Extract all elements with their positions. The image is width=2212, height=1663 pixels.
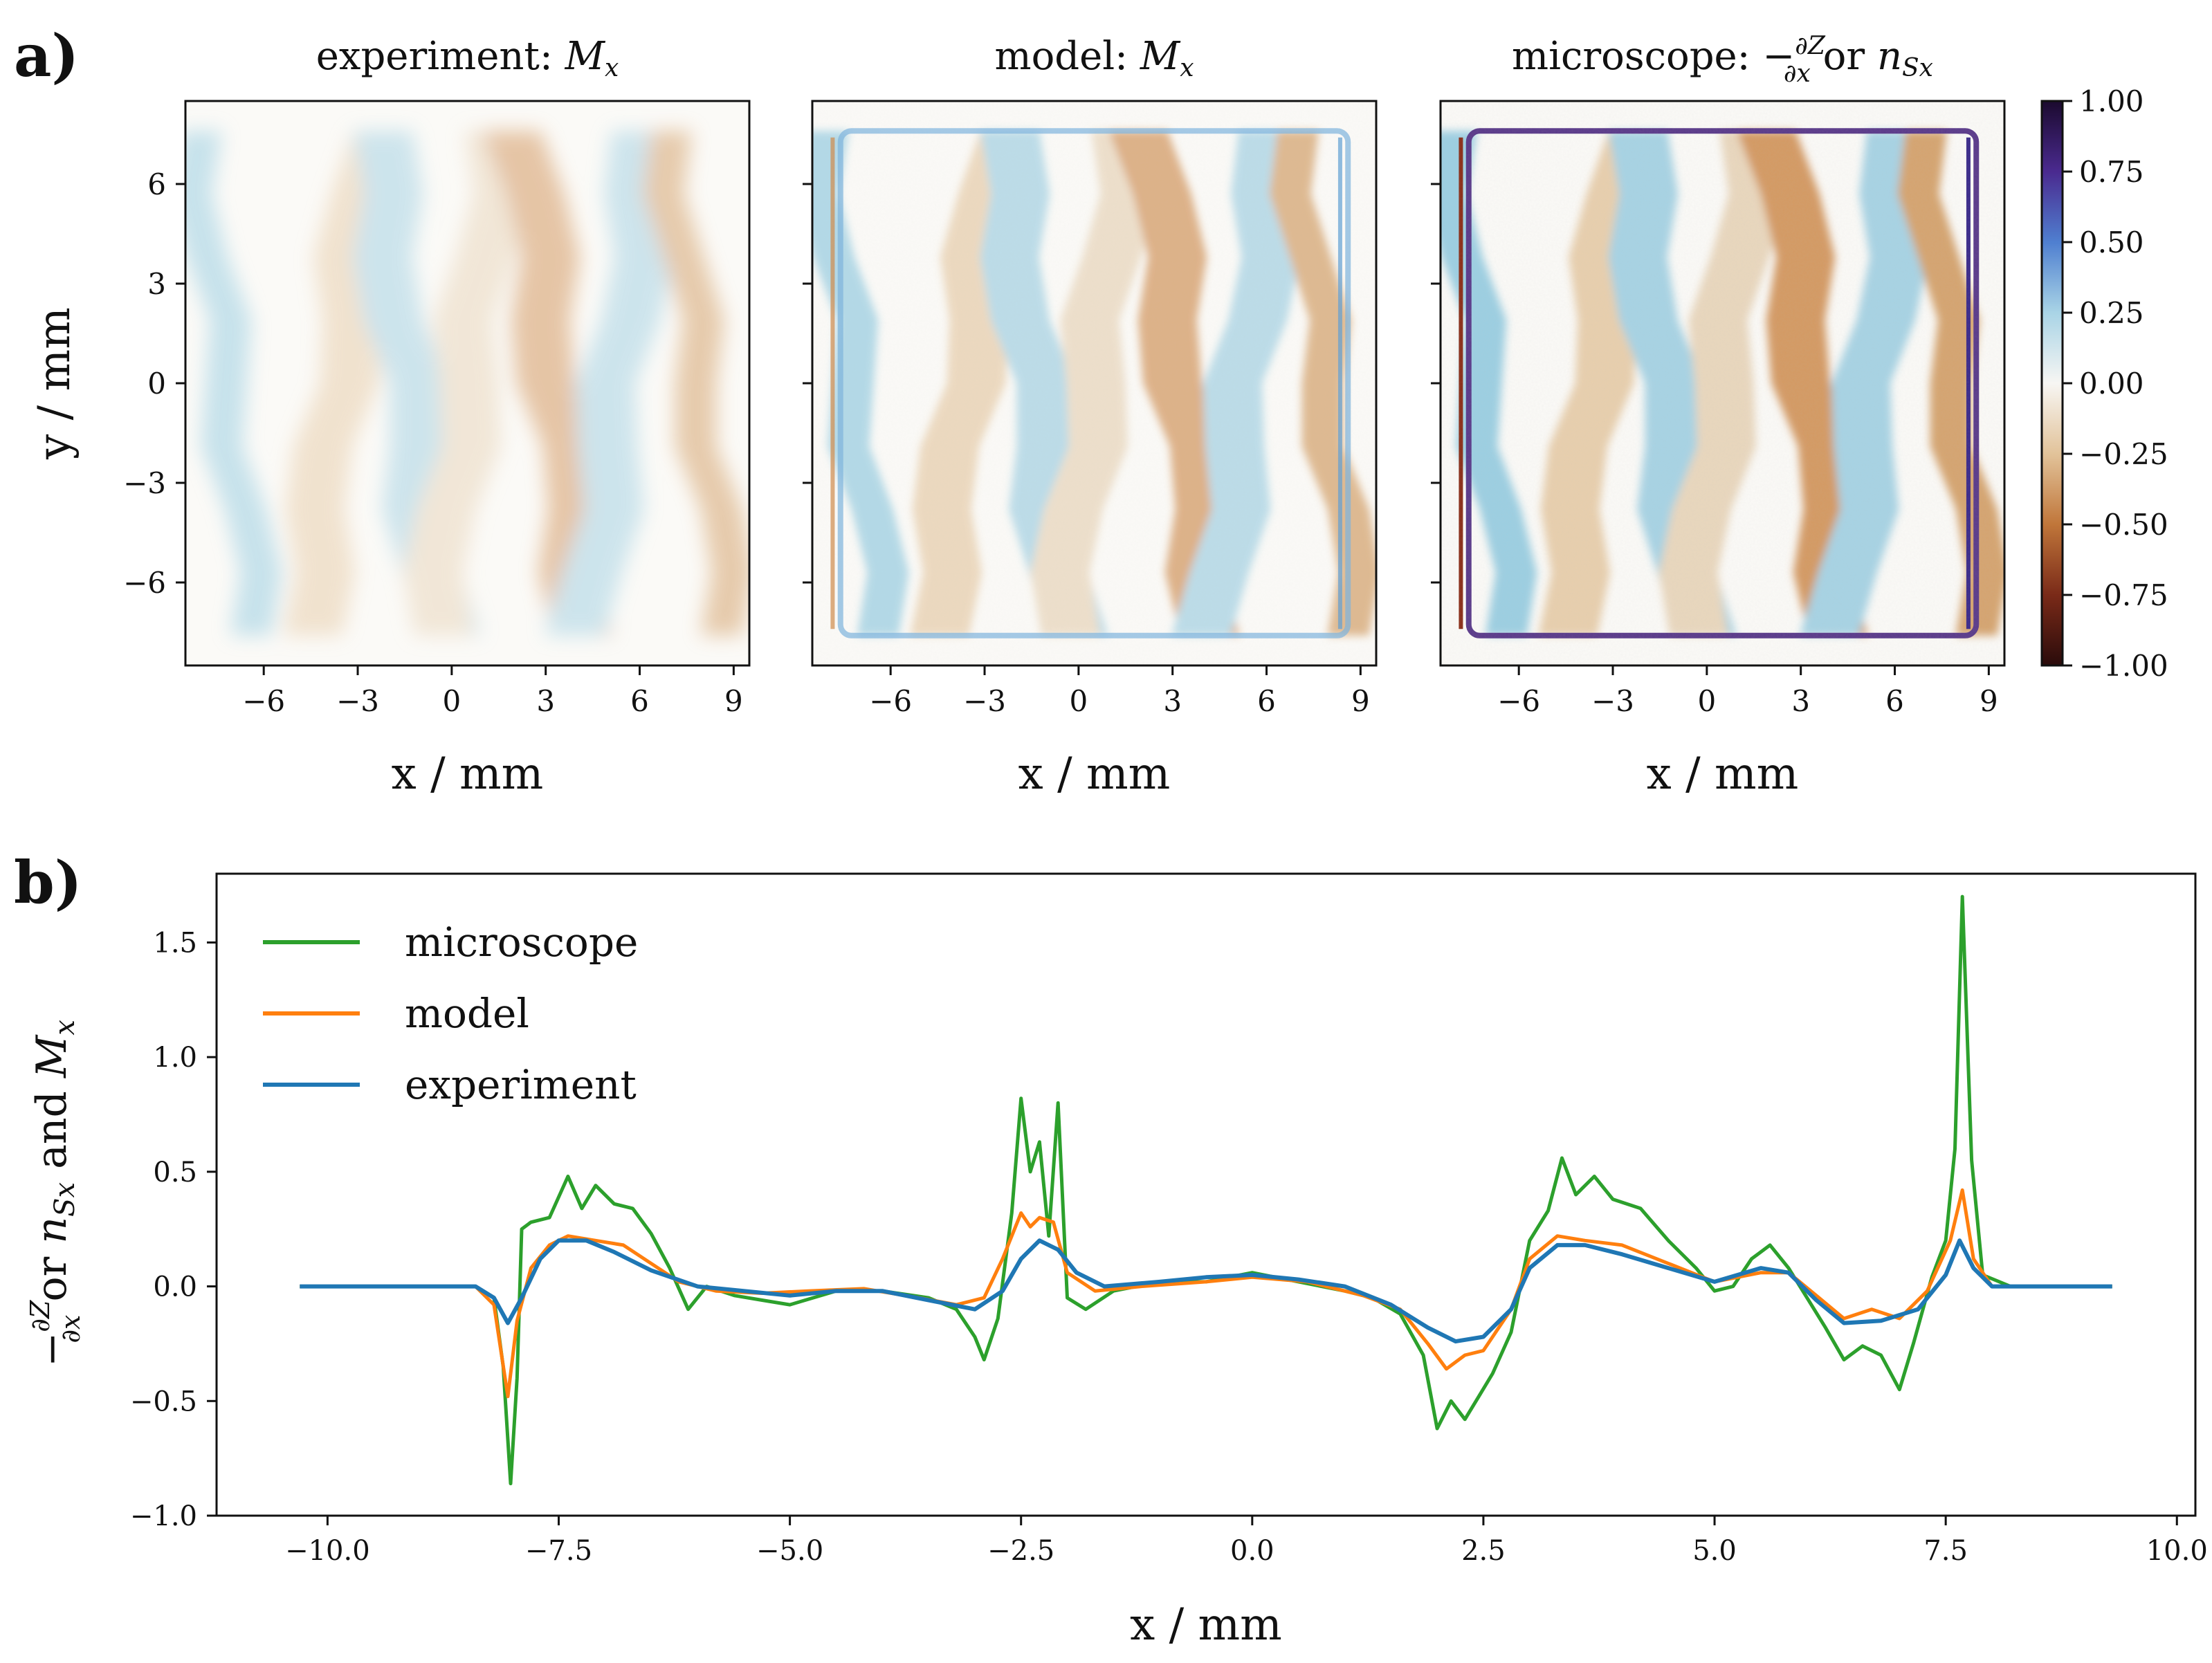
heatmap-xtick-label: −3	[963, 684, 1006, 718]
heatmap-xtick-label: 6	[1257, 684, 1276, 718]
heatmap-xtick-label: 9	[1351, 684, 1370, 718]
colorbar-gradient	[2040, 100, 2064, 667]
colorbar-tick-label: −0.50	[2079, 508, 2168, 542]
heatmap-xtick-label: −3	[1591, 684, 1634, 718]
heatmap-xtick-label: −6	[1497, 684, 1540, 718]
heatmap-xtick-label: −3	[336, 684, 379, 718]
heatmap-panels: experiment: Mx −6 −3 0 3 6 9 6 3 0 −3 −6 x / mm y / m…	[29, 32, 2006, 800]
line-plot-ytick-label: 1.0	[153, 1042, 197, 1074]
line-plot-xtick-label: 0.0	[1230, 1535, 1274, 1567]
line-plot-ytick-label: 0.0	[153, 1271, 197, 1303]
line-plot-xtick-label: −10.0	[285, 1535, 370, 1567]
line-plot-xtick-label: −7.5	[525, 1535, 592, 1567]
heatmap-xtick-label: 0	[1069, 684, 1088, 718]
heatmap-xtick-label: 3	[1791, 684, 1810, 718]
line-plot-ytick-label: −1.0	[130, 1500, 197, 1532]
heatmap-ylabel: y / mm	[29, 307, 80, 460]
heatmap-xlabel: x / mm	[392, 748, 544, 800]
colorbar-tick-label: 0.50	[2079, 226, 2144, 259]
legend-label-microscope: microscope	[405, 919, 638, 966]
svg-text:−∂Z∂x or nSx and Mx: −∂Z∂x or nSx and Mx	[25, 1020, 86, 1367]
heatmap-ytick-label: 0	[147, 367, 166, 401]
line-plot: −10.0 −7.5 −5.0 −2.5 0.0 2.5 5.0 7.5 10.0 1.5 1.0 0…	[25, 872, 2208, 1651]
heatmap-image	[812, 101, 1376, 665]
panel-label-b: b)	[14, 848, 82, 917]
heatmap-title: model: Mx	[994, 34, 1194, 82]
heatmap-xtick-label: 6	[630, 684, 649, 718]
heatmap-2: model: Mx −6 −3 0 3 6 9 x / mm	[803, 34, 1378, 800]
heatmap-title: experiment: Mx	[316, 34, 619, 82]
line-plot-xtick-label: −5.0	[756, 1535, 823, 1567]
line-plot-xlabel: x / mm	[1130, 1599, 1282, 1651]
heatmap-xtick-label: 9	[724, 684, 743, 718]
line-plot-xtick-label: 2.5	[1461, 1535, 1506, 1567]
line-plot-ytick-label: 1.5	[153, 927, 197, 959]
line-plot-xtick-label: 10.0	[2146, 1535, 2208, 1567]
heatmap-title: microscope: −∂Z ∂x or nSx	[1512, 32, 1933, 88]
line-plot-ytick-label: −0.5	[130, 1386, 197, 1417]
heatmap-xtick-label: −6	[242, 684, 285, 718]
heatmap-1: experiment: Mx −6 −3 0 3 6 9 6 3 0 −3 −6 x / mm y / m…	[29, 34, 751, 800]
heatmap-image	[1441, 101, 2004, 665]
heatmap-image	[185, 101, 749, 665]
heatmap-xlabel: x / mm	[1018, 748, 1171, 800]
series-microscope	[300, 894, 2112, 1486]
heatmap-xtick-label: −6	[869, 684, 912, 718]
heatmap-ytick-label: −6	[123, 566, 166, 600]
heatmap-xlabel: x / mm	[1647, 748, 1799, 800]
heatmap-ytick-label: −3	[123, 466, 166, 500]
line-plot-xtick-label: 5.0	[1692, 1535, 1737, 1567]
series-experiment	[300, 1238, 2112, 1344]
heatmap-xtick-label: 0	[442, 684, 461, 718]
heatmap-ytick-label: 6	[147, 167, 166, 201]
panel-label-a: a)	[14, 21, 79, 90]
line-plot-xtick-label: −2.5	[987, 1535, 1054, 1567]
heatmap-ytick-label: 3	[147, 267, 166, 301]
heatmap-xtick-label: 3	[536, 684, 555, 718]
colorbar-tick-label: 0.00	[2079, 367, 2144, 401]
line-plot-frame	[215, 872, 2197, 1517]
colorbar: 1.00 0.75 0.50 0.25 0.00 −0.25 −0.50 −0.75 −1.00	[2040, 84, 2168, 683]
colorbar-tick-label: −0.25	[2079, 437, 2168, 471]
heatmap-xtick-label: 3	[1163, 684, 1182, 718]
colorbar-tick-label: −1.00	[2079, 649, 2168, 683]
line-plot-ytick-label: 0.5	[153, 1157, 197, 1188]
heatmap-3: microscope: −∂Z ∂x or nSx −6 −3 0 3 6 9 x / mm	[1431, 32, 2006, 800]
legend-label-model: model	[405, 990, 529, 1037]
colorbar-tick-label: 0.25	[2079, 296, 2144, 330]
series-model	[300, 1188, 2112, 1399]
line-plot-xtick-label: 7.5	[1923, 1535, 1968, 1567]
heatmap-xtick-label: 0	[1697, 684, 1716, 718]
colorbar-tick-label: 0.75	[2079, 155, 2144, 189]
heatmap-xtick-label: 9	[1980, 684, 1998, 718]
legend-label-experiment: experiment	[405, 1061, 637, 1108]
colorbar-tick-label: 1.00	[2079, 84, 2144, 118]
colorbar-tick-label: −0.75	[2079, 578, 2168, 612]
heatmap-xtick-label: 6	[1885, 684, 1904, 718]
legend: microscope model experiment	[263, 919, 638, 1108]
line-plot-ylabel: −∂Z∂x or nSx and Mx	[25, 1020, 86, 1367]
